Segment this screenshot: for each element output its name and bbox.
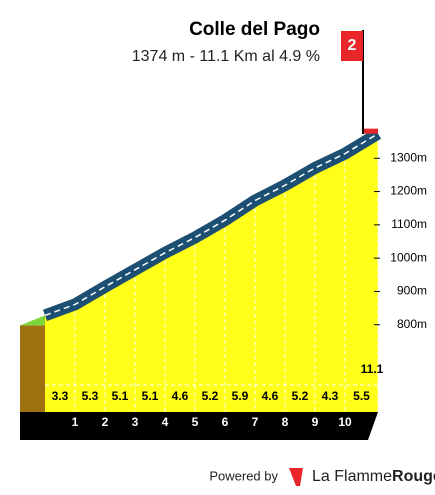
gradient-label: 4.6 <box>262 389 279 403</box>
x-tick-label: 4 <box>162 415 169 429</box>
x-tick-label: 9 <box>312 415 319 429</box>
x-tick-label: 3 <box>132 415 139 429</box>
gradient-label: 4.6 <box>172 389 189 403</box>
road-centerline <box>44 133 379 317</box>
brand-name: La Flamme <box>312 468 392 485</box>
y-tick-label: 800m <box>397 317 427 331</box>
gradient-label: 5.3 <box>82 389 99 403</box>
plot: 3.3 5.3 5.1 5.1 4.6 5.2 5.9 4.6 5.2 4.3 5.5 1 2 3 4 5 6 7… <box>20 128 427 440</box>
brand: La FlammeRouge <box>312 468 435 485</box>
x-tick-label: 10 <box>338 415 352 429</box>
climb-number: 2 <box>348 37 357 54</box>
profile-area <box>45 133 378 412</box>
powered-by: Powered by <box>209 468 278 483</box>
start-block <box>20 325 45 412</box>
y-tick-label: 1000m <box>390 250 427 264</box>
chart-subtitle: 1374 m - 11.1 Km al 4.9 % <box>132 48 320 65</box>
gradient-label: 5.2 <box>292 389 309 403</box>
gradient-label: 5.1 <box>142 389 159 403</box>
y-tick-label: 1100m <box>391 217 427 231</box>
y-tick-label: 1300m <box>390 150 427 164</box>
x-tick-label: 8 <box>282 415 289 429</box>
gradient-label: 5.9 <box>232 389 249 403</box>
gradient-label: 5.2 <box>202 389 219 403</box>
brand-name-bold: Rouge <box>392 468 435 485</box>
x-tick-label: 2 <box>102 415 109 429</box>
gradient-label: 4.3 <box>322 389 339 403</box>
base <box>20 412 378 440</box>
gradient-label: 5.1 <box>112 389 129 403</box>
x-tick-label: 1 <box>72 415 79 429</box>
flag <box>341 31 363 61</box>
x-tick-label: 5 <box>192 415 199 429</box>
gradient-label: 3.3 <box>52 389 69 403</box>
y-tick-label: 900m <box>397 284 427 298</box>
finish <box>364 128 378 134</box>
gradient-label: 5.5 <box>353 389 370 403</box>
chart-title: Colle del Pago <box>189 19 320 40</box>
y-tick-label: 1200m <box>390 184 427 198</box>
x-tick-label: 7 <box>252 415 259 429</box>
brand-icon <box>289 468 303 486</box>
x-tick-label: 6 <box>222 415 229 429</box>
x-tick-label: 11.1 <box>361 362 384 376</box>
